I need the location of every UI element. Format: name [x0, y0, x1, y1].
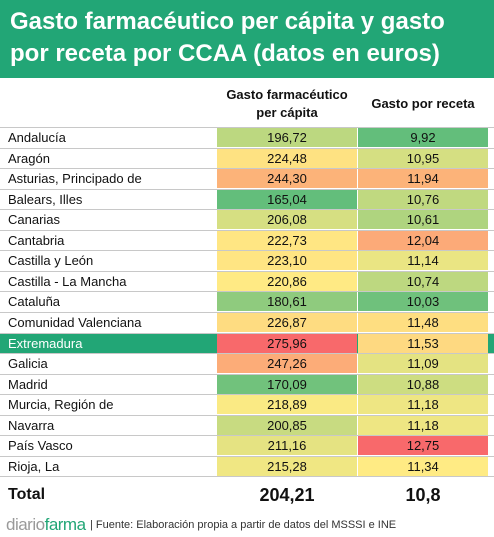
cell-gasto-por-receta: 11,18 — [358, 395, 488, 415]
cell-gasto-por-receta: 10,95 — [358, 148, 488, 168]
row-label: Andalucía — [8, 130, 66, 145]
table-row: Extremadura 275,96 11,53 — [0, 333, 494, 354]
footer: diariofarma | Fuente: Elaboración propia… — [0, 514, 494, 537]
cell-gasto-por-receta: 11,09 — [358, 354, 488, 374]
row-label: Aragón — [8, 150, 50, 166]
total-value-por-receta: 10,8 — [405, 485, 441, 505]
logo-text-farma: farma — [44, 515, 86, 534]
table-row: Cataluña 180,61 10,03 — [0, 292, 494, 312]
cell-gasto-per-capita: 180,61 — [217, 292, 357, 312]
cell-gasto-per-capita: 275,96 — [217, 333, 357, 353]
table-row: País Vasco 211,16 12,75 — [0, 436, 494, 456]
cell-gasto-por-receta: 11,53 — [358, 333, 488, 353]
table-divider — [0, 394, 494, 395]
cell-gasto-per-capita: 200,85 — [217, 415, 357, 435]
cell-gasto-per-capita: 222,73 — [217, 230, 357, 250]
table-row: Castilla y León 223,10 11,14 — [0, 251, 494, 271]
cell-gasto-per-capita: 206,08 — [217, 210, 357, 230]
table-row: Castilla - La Mancha 220,86 10,74 — [0, 271, 494, 292]
table-row: Comunidad Valenciana 226,87 11,48 — [0, 312, 494, 333]
table-row: Navarra 200,85 11,18 — [0, 415, 494, 436]
table-divider — [0, 168, 494, 169]
cell-gasto-per-capita: 244,30 — [217, 169, 357, 189]
cell-gasto-per-capita: 165,04 — [217, 189, 357, 209]
row-label: Canarias — [8, 212, 61, 228]
title-banner: Gasto farmacéutico per cápita y gasto po… — [0, 0, 494, 78]
row-label: País Vasco — [8, 438, 73, 454]
cell-gasto-per-capita: 218,89 — [217, 395, 357, 415]
cell-gasto-por-receta: 11,48 — [358, 312, 488, 332]
cell-gasto-por-receta: 12,04 — [358, 230, 488, 250]
table-divider — [0, 353, 494, 354]
table-divider — [0, 148, 494, 149]
column-header-gasto-per-capita: Gasto farmacéutico per cápita — [226, 87, 348, 120]
cell-gasto-per-capita: 196,72 — [217, 128, 357, 147]
table-row: Rioja, La 215,28 11,34 — [0, 456, 494, 477]
row-label: Murcia, Región de — [8, 397, 114, 413]
table-divider — [0, 209, 494, 210]
table-divider — [0, 189, 494, 190]
row-label: Madrid — [8, 376, 48, 392]
cell-gasto-per-capita: 226,87 — [217, 312, 357, 332]
column-header-gasto-por-receta: Gasto por receta — [371, 96, 475, 111]
row-label: Castilla y León — [8, 253, 94, 269]
source-note: | Fuente: Elaboración propia a partir de… — [90, 519, 397, 531]
table-divider — [0, 312, 494, 313]
table-divider — [0, 415, 494, 416]
cell-gasto-per-capita: 224,48 — [217, 148, 357, 168]
cell-gasto-por-receta: 11,14 — [358, 251, 488, 271]
cell-gasto-por-receta: 10,88 — [358, 374, 488, 394]
table-row: Asturias, Principado de 244,30 11,94 — [0, 169, 494, 189]
row-label: Galicia — [8, 356, 48, 372]
table-divider — [0, 271, 494, 272]
cell-gasto-per-capita: 220,86 — [217, 271, 357, 291]
cell-gasto-por-receta: 11,18 — [358, 415, 488, 435]
row-label: Cataluña — [8, 294, 61, 310]
table-divider — [0, 250, 494, 251]
table-row: Andalucía 196,72 9,92 — [0, 128, 494, 148]
cell-gasto-per-capita: 211,16 — [217, 436, 357, 456]
logo-text-diario: diario — [6, 515, 45, 534]
table-divider — [0, 291, 494, 292]
cell-gasto-por-receta: 9,92 — [358, 128, 488, 147]
cell-gasto-por-receta: 10,74 — [358, 271, 488, 291]
row-label: Navarra — [8, 417, 55, 433]
row-label: Rioja, La — [8, 458, 60, 474]
table-row: Madrid 170,09 10,88 — [0, 374, 494, 395]
row-label: Comunidad Valenciana — [8, 314, 142, 330]
table-divider — [0, 374, 494, 375]
row-label: Balears, Illes — [8, 191, 83, 207]
cell-gasto-per-capita: 215,28 — [217, 456, 357, 476]
cell-gasto-por-receta: 10,03 — [358, 292, 488, 312]
row-label: Cantabria — [8, 232, 65, 248]
table-row: Murcia, Región de 218,89 11,18 — [0, 395, 494, 415]
table-row: Cantabria 222,73 12,04 — [0, 230, 494, 251]
table-row: Canarias 206,08 10,61 — [0, 210, 494, 230]
cell-gasto-por-receta: 11,94 — [358, 169, 488, 189]
table-row: Balears, Illes 165,04 10,76 — [0, 189, 494, 210]
cell-gasto-por-receta: 12,75 — [358, 436, 488, 456]
cell-gasto-per-capita: 170,09 — [217, 374, 357, 394]
total-value-per-capita: 204,21 — [259, 485, 315, 505]
cell-gasto-per-capita: 247,26 — [217, 354, 357, 374]
table-divider — [0, 456, 494, 457]
cell-gasto-por-receta: 10,76 — [358, 189, 488, 209]
table-row: Galicia 247,26 11,09 — [0, 354, 494, 374]
table-divider — [0, 230, 494, 231]
total-label: Total — [8, 486, 46, 503]
cell-gasto-por-receta: 10,61 — [358, 210, 488, 230]
table-divider — [0, 435, 494, 436]
row-label: Extremadura — [8, 335, 83, 351]
table-divider — [0, 476, 494, 477]
diariofarma-logo: diariofarma — [6, 515, 86, 535]
table-divider — [0, 127, 494, 128]
table-row: Aragón 224,48 10,95 — [0, 148, 494, 169]
cell-gasto-por-receta: 11,34 — [358, 456, 488, 476]
cell-gasto-per-capita: 223,10 — [217, 251, 357, 271]
row-label: Asturias, Principado de — [8, 171, 142, 187]
page-title: Gasto farmacéutico per cápita y gasto po… — [10, 8, 445, 67]
row-label: Castilla - La Mancha — [8, 273, 127, 289]
